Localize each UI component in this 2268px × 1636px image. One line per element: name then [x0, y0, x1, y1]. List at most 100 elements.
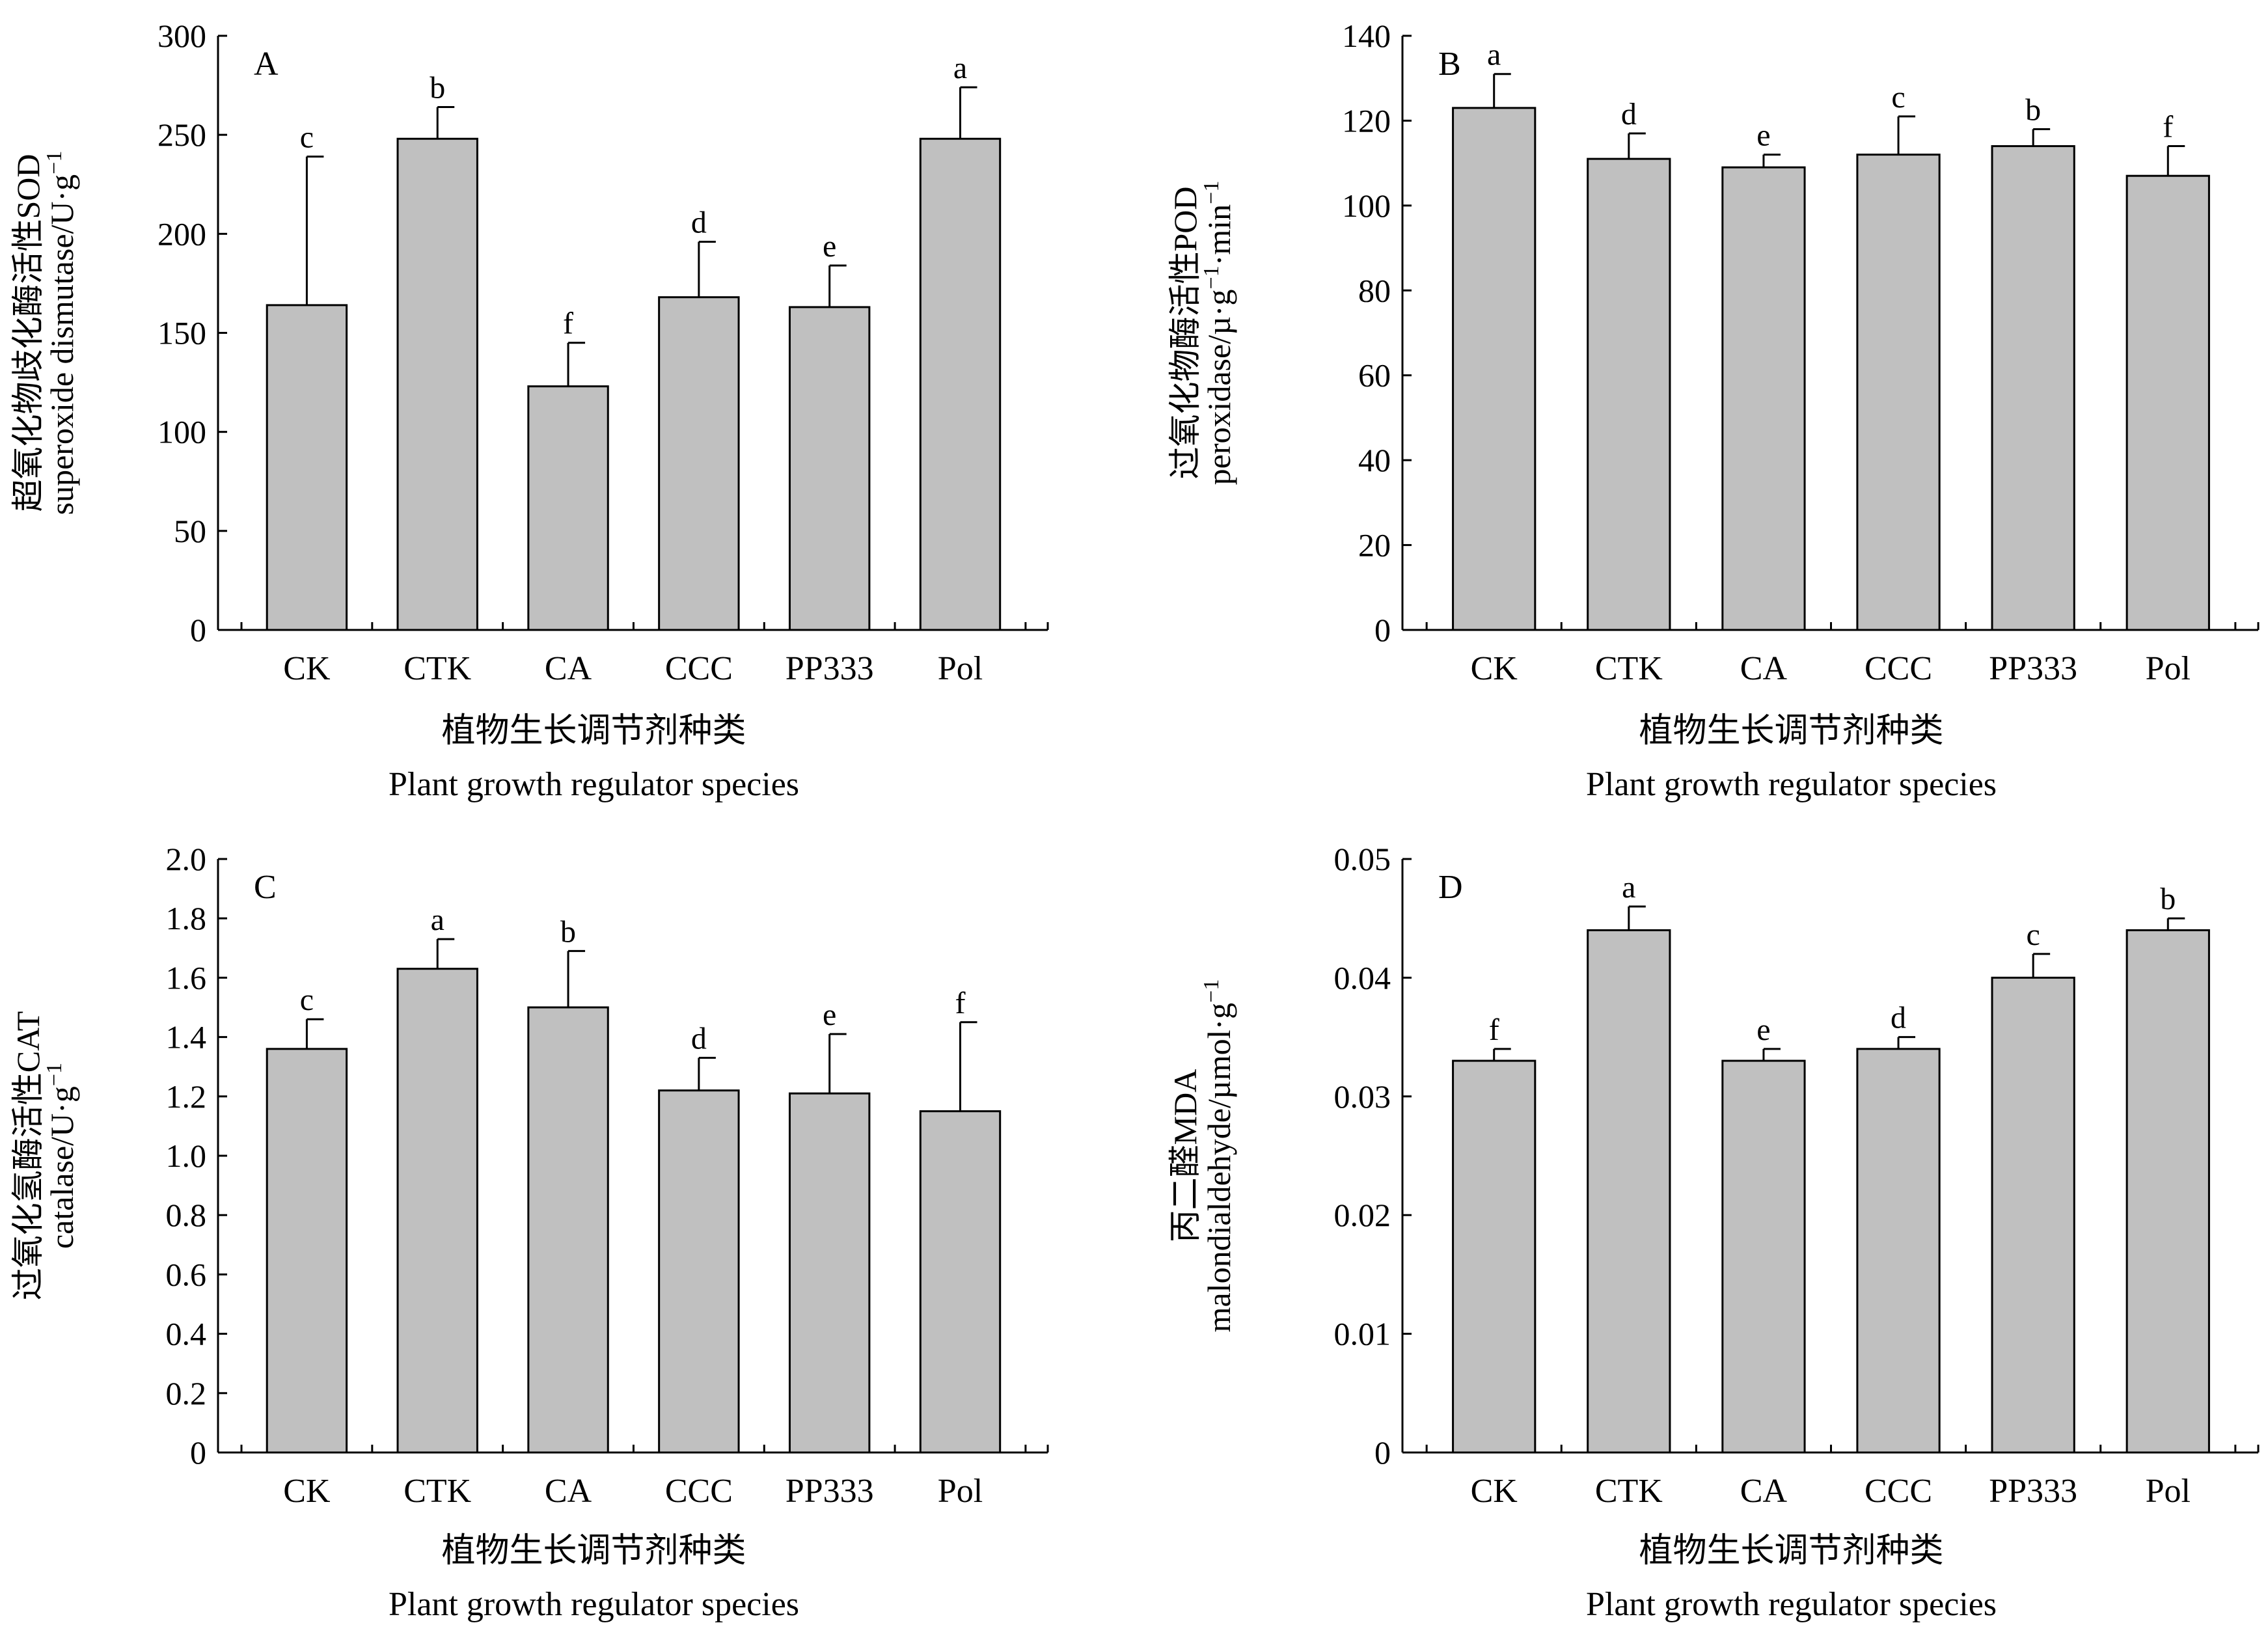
x-tick-label: CA [545, 1473, 592, 1510]
x-tick-label: CK [1471, 1473, 1518, 1510]
bar-pol [919, 1110, 1002, 1454]
significance-label: c [300, 983, 314, 1017]
panel-label: D [1438, 869, 1463, 906]
bar-pol [2125, 929, 2210, 1454]
panel-label: C [254, 869, 277, 906]
x-tick-label: CCC [665, 1473, 733, 1510]
bar-ck [266, 304, 348, 631]
x-tick-label: PP333 [1989, 1473, 2077, 1510]
x-tick-label: PP333 [786, 1473, 874, 1510]
y-tick-label: 0 [1374, 612, 1391, 648]
bar-pp333 [1991, 145, 2075, 631]
bar-ccc [658, 296, 740, 631]
x-tick-label: Pol [938, 650, 983, 687]
y-axis-title-cn: 过氧化物酶活性POD [1167, 186, 1203, 479]
bar-ck [266, 1048, 348, 1454]
y-tick-label: 0.4 [166, 1316, 207, 1352]
y-tick-label: 300 [157, 18, 206, 54]
significance-label: e [1756, 1013, 1770, 1047]
y-tick-label: 0 [1374, 1434, 1391, 1471]
x-tick-label: CTK [403, 1473, 471, 1510]
significance-label: c [1891, 80, 1905, 115]
y-tick-label: 0.8 [166, 1197, 207, 1233]
significance-label: f [1489, 1013, 1499, 1047]
y-tick-label: 50 [174, 513, 206, 549]
x-tick-label: Pol [938, 1473, 983, 1510]
significance-label: d [691, 1022, 707, 1056]
bar-pol [2125, 174, 2210, 631]
x-tick-label: Pol [2146, 650, 2191, 687]
x-tick-label: PP333 [1989, 650, 2077, 687]
chart-panel-a: 0 50 100 150 200 250 300 c CK b CTK f CA d CCC e PP333 a P… [10, 18, 1049, 803]
x-tick-label: CK [1471, 650, 1518, 687]
x-axis-title-cn: 植物生长调节剂种类 [441, 713, 746, 750]
y-tick-label: 250 [157, 116, 206, 153]
y-tick-label: 1.8 [166, 900, 207, 936]
bar-ctk [396, 968, 478, 1454]
y-axis-title-en: malondialdehyde/µmol·g−1 [1199, 979, 1238, 1333]
y-axis-title-en: peroxidase/µ·g−1·min−1 [1199, 181, 1238, 485]
x-tick-label: CK [283, 1473, 331, 1510]
x-axis-title-en: Plant growth regulator species [389, 1586, 799, 1623]
x-axis-title-en: Plant growth regulator species [1586, 1586, 1997, 1623]
y-tick-label: 20 [1358, 527, 1391, 564]
y-axis-title-en: superoxide dismutase/U·g−1 [42, 151, 81, 515]
x-axis-title-en: Plant growth regulator species [389, 766, 799, 803]
y-tick-label: 0.01 [1334, 1316, 1391, 1352]
bar-pp333 [1991, 976, 2075, 1454]
x-axis-title-cn: 植物生长调节剂种类 [1639, 713, 1943, 750]
y-tick-label: 1.6 [166, 959, 207, 996]
bar-pp333 [788, 306, 871, 631]
significance-label: e [823, 998, 836, 1032]
x-tick-label: CCC [1865, 650, 1932, 687]
y-tick-label: 2.0 [166, 841, 207, 877]
y-tick-label: 0.6 [166, 1256, 207, 1292]
x-tick-label: CTK [1595, 1473, 1663, 1510]
significance-label: e [823, 229, 836, 264]
bar-ca [527, 385, 609, 631]
significance-label: d [691, 206, 707, 240]
y-axis-title-cn: 过氧化氢酶活性CAT [10, 1011, 46, 1300]
bar-ca [527, 1006, 609, 1454]
y-axis-title-en: catalase/U·g−1 [42, 1063, 81, 1249]
panel-label: B [1438, 46, 1461, 83]
x-tick-label: PP333 [786, 650, 874, 687]
chart-panel-d: 0 0.01 0.02 0.03 0.04 0.05 f CK a CTK e CA d CCC c PP33… [1167, 841, 2260, 1623]
x-tick-label: CTK [1595, 650, 1663, 687]
significance-label: d [1621, 97, 1637, 131]
y-tick-label: 1.4 [166, 1019, 207, 1056]
y-tick-label: 80 [1358, 272, 1391, 308]
bar-ctk [1587, 157, 1671, 631]
significance-label: a [431, 903, 444, 937]
y-tick-label: 0.2 [166, 1375, 207, 1411]
bar-ccc [1856, 154, 1941, 631]
y-tick-label: 0 [190, 1434, 206, 1471]
y-tick-label: 100 [1342, 187, 1391, 224]
significance-label: f [563, 307, 573, 341]
panel-label: A [254, 46, 279, 83]
y-tick-label: 150 [157, 315, 206, 351]
significance-label: e [1756, 118, 1770, 153]
x-axis-title-cn: 植物生长调节剂种类 [441, 1533, 746, 1570]
x-tick-label: CCC [665, 650, 733, 687]
bar-pp333 [788, 1092, 871, 1454]
significance-label: f [2163, 110, 2173, 144]
y-tick-label: 40 [1358, 442, 1391, 478]
significance-label: c [300, 120, 314, 155]
bar-ck [1452, 107, 1537, 631]
bar-ctk [396, 137, 478, 631]
x-tick-label: CTK [403, 650, 471, 687]
x-tick-label: CK [283, 650, 331, 687]
y-tick-label: 0.05 [1334, 841, 1391, 877]
x-axis-title-cn: 植物生长调节剂种类 [1639, 1533, 1943, 1570]
chart-panel-c: 0 0.2 0.4 0.6 0.8 1.0 1.2 1.4 1.6 1.8 2.0 c CK a CTK b C… [10, 841, 1049, 1623]
bar-ccc [658, 1089, 740, 1454]
x-axis-title-en: Plant growth regulator species [1586, 766, 1997, 803]
y-tick-label: 0.02 [1334, 1197, 1391, 1233]
y-tick-label: 0.03 [1334, 1078, 1391, 1115]
significance-label: a [1622, 870, 1635, 905]
significance-label: b [560, 914, 576, 949]
significance-label: b [2160, 882, 2176, 916]
significance-label: c [2026, 918, 2040, 952]
y-tick-label: 1.2 [166, 1078, 207, 1115]
